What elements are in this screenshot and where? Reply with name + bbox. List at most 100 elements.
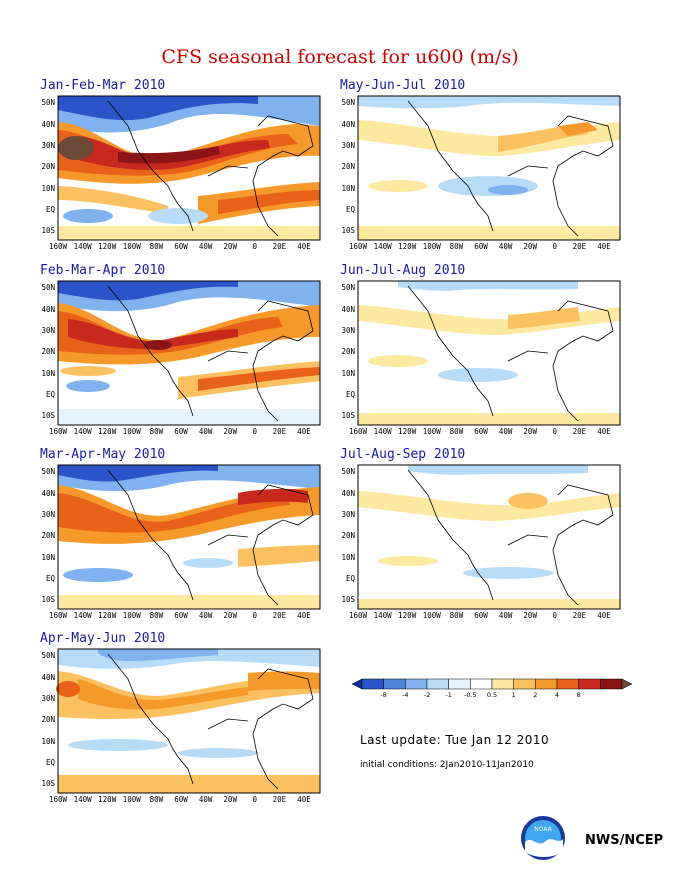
lon-tick-label: 20E bbox=[273, 242, 287, 251]
lon-tick-label: 20E bbox=[273, 611, 287, 620]
legend-tick-label: -1 bbox=[445, 691, 451, 699]
lon-tick-label: 100W bbox=[423, 242, 442, 251]
map-jja: 50N 40N 30N 20N 10N EQ 10S 160W 140W 120W 100W 80W 6… bbox=[341, 280, 621, 436]
legend-swatch bbox=[383, 678, 406, 690]
legend-swatch bbox=[535, 678, 558, 690]
lat-tick-label: EQ bbox=[46, 758, 56, 767]
lat-tick-label: 30N bbox=[41, 694, 55, 703]
lon-tick-label: 160W bbox=[49, 795, 68, 804]
lat-tick-label: 50N bbox=[341, 467, 355, 476]
lon-tick-label: 40E bbox=[297, 427, 311, 436]
lon-tick-label: 40E bbox=[297, 242, 311, 251]
lat-tick-label: 50N bbox=[341, 98, 355, 107]
panel-title: Feb-Mar-Apr 2010 bbox=[40, 263, 166, 278]
lon-tick-label: 160W bbox=[349, 611, 368, 620]
lat-tick-label: 10N bbox=[341, 184, 355, 193]
legend-swatch bbox=[491, 678, 514, 690]
panel-title: Apr-May-Jun 2010 bbox=[40, 631, 166, 646]
lat-tick-label: 30N bbox=[341, 510, 355, 519]
panel-title: Jul-Aug-Sep 2010 bbox=[340, 447, 466, 462]
lat-tick-label: 50N bbox=[41, 651, 55, 660]
legend-swatch bbox=[578, 678, 601, 690]
lon-tick-label: 120W bbox=[398, 242, 417, 251]
lon-tick-label: 0 bbox=[553, 611, 558, 620]
lat-tick-label: 10N bbox=[41, 737, 55, 746]
lon-tick-label: 40W bbox=[499, 427, 513, 436]
lon-tick-label: 40E bbox=[597, 611, 611, 620]
lon-tick-label: 40W bbox=[499, 611, 513, 620]
lon-tick-label: 120W bbox=[98, 611, 117, 620]
panel-title: May-Jun-Jul 2010 bbox=[340, 78, 466, 93]
legend-bar: -8 -4 -2 -1 -0.5 0.5 1 2 4 8 bbox=[352, 678, 632, 699]
lat-tick-label: 20N bbox=[41, 715, 55, 724]
lat-tick-label: 40N bbox=[41, 673, 55, 682]
lat-tick-label: 40N bbox=[341, 305, 355, 314]
lat-tick-label: 10S bbox=[341, 595, 355, 604]
panel-title: Mar-Apr-May 2010 bbox=[40, 447, 166, 462]
lon-tick-label: 60W bbox=[474, 611, 488, 620]
page-title: CFS seasonal forecast for u600 (m/s) bbox=[161, 46, 519, 68]
lon-tick-label: 20E bbox=[573, 611, 587, 620]
lat-tick-label: 40N bbox=[341, 489, 355, 498]
lon-tick-label: 80W bbox=[150, 795, 164, 804]
panel-title: Jun-Jul-Aug 2010 bbox=[340, 263, 466, 278]
lat-tick-label: 20N bbox=[41, 162, 55, 171]
lon-tick-label: 60W bbox=[174, 427, 188, 436]
lat-tick-label: 50N bbox=[41, 98, 55, 107]
lon-tick-label: 20E bbox=[273, 795, 287, 804]
forecast-panel-jja: Jun-Jul-Aug 2010 50N 40N 30N 20N 10N EQ 10S 160… bbox=[336, 263, 626, 445]
lon-tick-label: 160W bbox=[49, 611, 68, 620]
legend-swatch bbox=[556, 678, 579, 690]
lon-tick-label: 140W bbox=[74, 611, 93, 620]
lat-tick-label: 40N bbox=[41, 489, 55, 498]
color-legend: -8 -4 -2 -1 -0.5 0.5 1 2 4 8 bbox=[352, 676, 632, 700]
legend-tick-label: 8 bbox=[577, 691, 581, 699]
lon-tick-label: 80W bbox=[450, 427, 464, 436]
lon-tick-label: 40E bbox=[597, 427, 611, 436]
legend-swatch bbox=[513, 678, 536, 690]
panel-title: Jan-Feb-Mar 2010 bbox=[40, 78, 166, 93]
lat-tick-label: EQ bbox=[46, 574, 56, 583]
lon-tick-label: 100W bbox=[423, 427, 442, 436]
legend-swatch bbox=[600, 678, 623, 690]
lon-tick-label: 140W bbox=[374, 242, 393, 251]
lat-tick-label: 30N bbox=[41, 141, 55, 150]
lat-tick-label: EQ bbox=[346, 574, 356, 583]
lon-tick-label: 120W bbox=[398, 611, 417, 620]
lon-tick-label: 60W bbox=[174, 242, 188, 251]
lat-tick-label: EQ bbox=[346, 205, 356, 214]
noaa-logo: NOAA bbox=[521, 816, 565, 860]
lat-tick-label: 10S bbox=[41, 595, 55, 604]
last-update: Last update: Tue Jan 12 2010 bbox=[360, 733, 550, 747]
lon-tick-label: 20W bbox=[523, 611, 537, 620]
legend-swatch bbox=[448, 678, 471, 690]
map-mam: 50N 40N 30N 20N 10N EQ 10S 160W 140W 120W 100W 80W 6… bbox=[41, 464, 321, 620]
lon-tick-label: 120W bbox=[98, 242, 117, 251]
legend-tick-label: 0.5 bbox=[487, 691, 497, 699]
lon-tick-label: 20W bbox=[223, 611, 237, 620]
legend-tick-label: -8 bbox=[380, 691, 386, 699]
lon-tick-label: 140W bbox=[374, 611, 393, 620]
lat-tick-label: 20N bbox=[341, 531, 355, 540]
lon-tick-label: 80W bbox=[150, 611, 164, 620]
lon-tick-label: 60W bbox=[174, 795, 188, 804]
forecast-panel-amj: Apr-May-Jun 2010 50N 40N 30N 20N 10N EQ 10S 160… bbox=[36, 631, 326, 813]
lon-tick-label: 160W bbox=[349, 242, 368, 251]
lon-tick-label: 100W bbox=[123, 242, 142, 251]
lon-tick-label: 80W bbox=[150, 427, 164, 436]
map-jas: 50N 40N 30N 20N 10N EQ 10S 160W 140W 120W 100W 80W 6… bbox=[341, 464, 621, 620]
initial-conditions: initial conditions: 2Jan2010-11Jan2010 bbox=[360, 760, 534, 770]
lat-tick-label: 50N bbox=[41, 467, 55, 476]
lon-tick-label: 40W bbox=[499, 242, 513, 251]
lon-tick-label: 60W bbox=[174, 611, 188, 620]
lon-tick-label: 20W bbox=[223, 795, 237, 804]
lon-tick-label: 80W bbox=[450, 611, 464, 620]
lat-tick-label: 20N bbox=[41, 531, 55, 540]
lon-tick-label: 40E bbox=[297, 611, 311, 620]
legend-tick-label: -0.5 bbox=[464, 691, 477, 699]
lon-tick-label: 20E bbox=[573, 427, 587, 436]
lat-tick-label: 40N bbox=[41, 120, 55, 129]
lat-tick-label: 10N bbox=[341, 553, 355, 562]
forecast-panel-fma: Feb-Mar-Apr 2010 50N 40N 30N 20N 10N EQ 10S 160… bbox=[36, 263, 326, 445]
forecast-panel-mjj: May-Jun-Jul 2010 50N 40N 30N 20N 10N EQ 10S 160… bbox=[336, 78, 626, 260]
